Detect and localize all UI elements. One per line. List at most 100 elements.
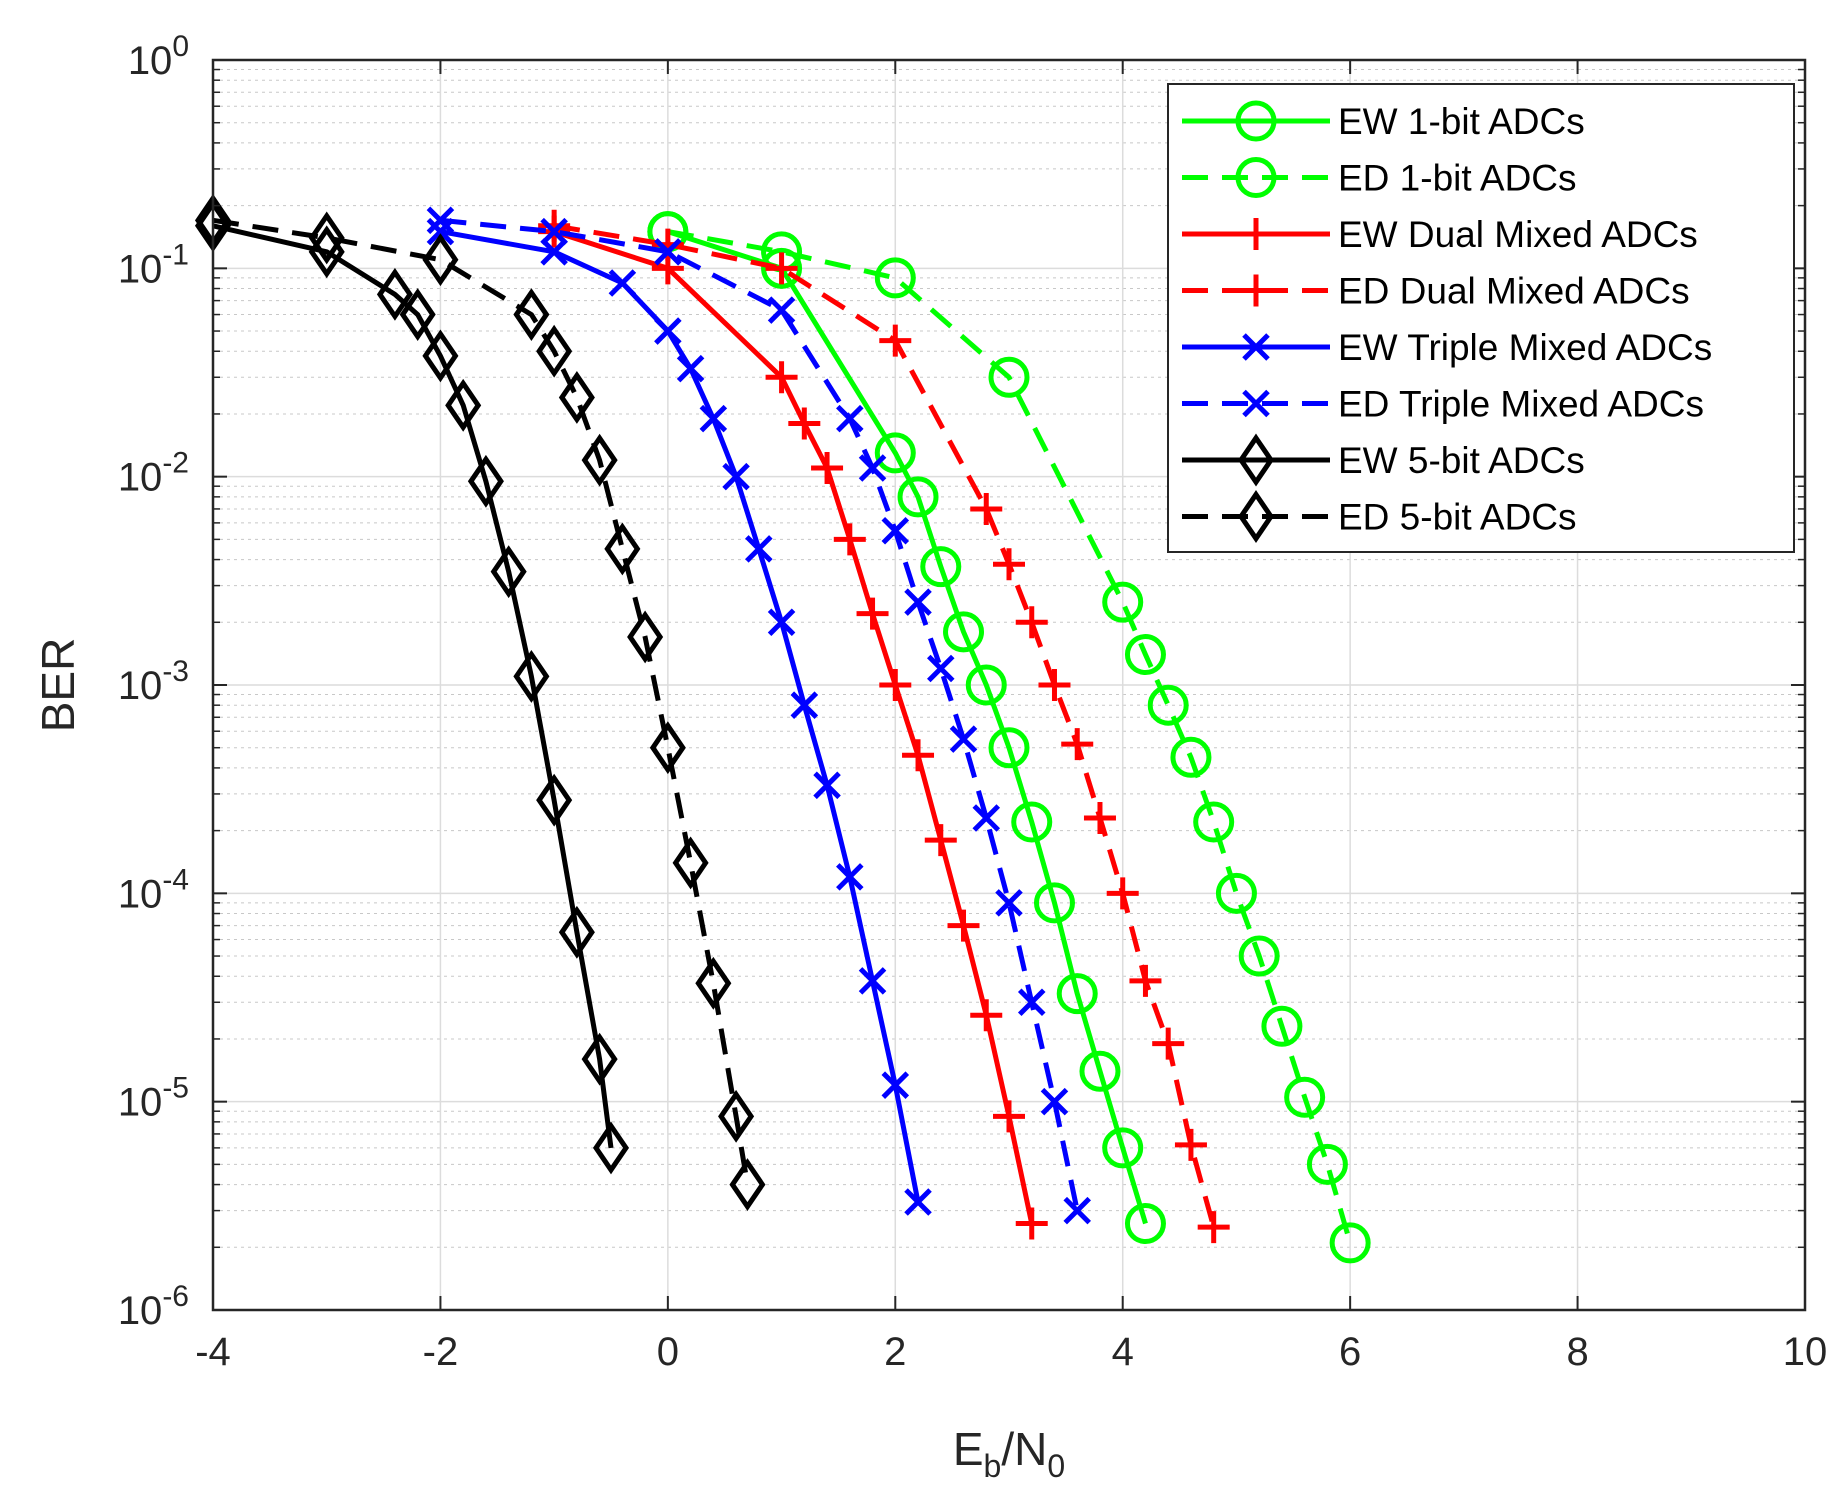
data-point-ed-dual-mixed-adcs [1152, 1027, 1185, 1060]
data-point-ew-1-bit-adcs [1102, 1127, 1144, 1169]
legend-label: EW Dual Mixed ADCs [1338, 214, 1698, 255]
data-point-ed-1-bit-adcs [1329, 1222, 1371, 1264]
data-point-ew-1-bit-adcs [943, 611, 985, 653]
data-point-ew-5-bit-adcs [513, 649, 550, 703]
data-point-ew-triple-mixed-adcs [676, 354, 705, 383]
x-axis-title-main: E [953, 1423, 984, 1475]
data-point-ed-dual-mixed-adcs [879, 324, 912, 357]
legend-swatch-marker [1240, 274, 1272, 307]
legend-entry-ew-1-bit-adcs: EW 1-bit ADCs [1182, 100, 1585, 142]
x-tick-label: 10 [1783, 1330, 1828, 1374]
legend-entry-ed-triple-mixed-adcs: ED Triple Mixed ADCs [1182, 384, 1704, 425]
legend-swatch-marker [1235, 157, 1277, 198]
legend-swatch-marker [1235, 100, 1277, 142]
data-point-ed-triple-mixed-adcs [858, 454, 887, 482]
data-point-ed-triple-mixed-adcs [972, 804, 1001, 832]
data-point-ew-dual-mixed-adcs [765, 361, 798, 394]
data-point-ew-1-bit-adcs [761, 247, 803, 289]
data-point-ed-5-bit-adcs [627, 610, 664, 664]
data-point-ew-1-bit-adcs [1056, 973, 1098, 1015]
data-point-ew-1-bit-adcs [920, 546, 962, 588]
data-point-ed-dual-mixed-adcs [765, 252, 798, 285]
legend-label: EW 1-bit ADCs [1338, 101, 1585, 142]
data-point-ed-triple-mixed-adcs [426, 206, 455, 235]
data-point-ed-5-bit-adcs [729, 1158, 766, 1212]
data-point-ed-triple-mixed-adcs [995, 889, 1023, 917]
data-point-ew-5-bit-adcs [592, 1121, 630, 1175]
legend-label: ED 5-bit ADCs [1338, 497, 1577, 538]
data-point-ew-1-bit-adcs [1011, 801, 1053, 843]
series-line-ew-dual-mixed-adcs [553, 229, 1035, 1225]
data-point-ed-triple-mixed-adcs [904, 588, 932, 616]
x-axis-title-mid: /N [1001, 1423, 1047, 1475]
y-tick-label: 10-2 [118, 447, 189, 500]
x-tick-label: 4 [1112, 1330, 1134, 1374]
data-point-ew-dual-mixed-adcs [993, 1100, 1025, 1133]
y-tick-base: 10 [118, 1289, 163, 1333]
data-point-ed-5-bit-adcs [604, 522, 641, 576]
data-point-ew-5-bit-adcs [445, 378, 482, 432]
legend-swatch-marker [1237, 490, 1275, 543]
data-point-ew-dual-mixed-adcs [1015, 1207, 1048, 1240]
data-point-ed-1-bit-adcs [1193, 801, 1235, 843]
x-axis-title-sub-0: 0 [1047, 1448, 1065, 1484]
data-point-ew-1-bit-adcs [897, 476, 939, 518]
data-point-ed-1-bit-adcs [988, 356, 1030, 398]
data-point-ed-5-bit-adcs [558, 371, 595, 424]
y-tick-label: 10-5 [118, 1072, 189, 1125]
y-tick-base: 10 [128, 39, 173, 83]
series-line-ew-5-bit-adcs [212, 223, 614, 1149]
data-point-ew-dual-mixed-adcs [856, 597, 889, 630]
x-tick-label: 2 [884, 1330, 906, 1374]
data-point-ed-triple-mixed-adcs [1063, 1196, 1091, 1225]
data-point-ew-5-bit-adcs [399, 288, 436, 341]
data-point-ew-triple-mixed-adcs [836, 863, 864, 891]
legend-label: ED Dual Mixed ADCs [1338, 271, 1690, 312]
data-point-ed-triple-mixed-adcs [836, 404, 864, 433]
y-tick-exponent: 0 [172, 30, 189, 63]
legend-entry-ed-1-bit-adcs: ED 1-bit ADCs [1182, 157, 1577, 199]
series-line-ed-1-bit-adcs [667, 229, 1353, 1244]
data-point-ed-5-bit-adcs [536, 324, 573, 378]
data-point-ew-1-bit-adcs [1033, 882, 1075, 924]
data-point-ew-dual-mixed-adcs [879, 669, 912, 701]
data-point-ew-dual-mixed-adcs [970, 999, 1003, 1032]
data-point-ed-1-bit-adcs [1284, 1076, 1326, 1118]
legend: EW 1-bit ADCs ED 1-bit ADCs EW Dual Mixed … [1167, 83, 1795, 553]
data-point-ew-triple-mixed-adcs [767, 608, 796, 637]
x-tick-label: 8 [1566, 1330, 1588, 1374]
data-point-ed-dual-mixed-adcs [1129, 964, 1162, 997]
legend-label: ED Triple Mixed ADCs [1338, 384, 1704, 425]
data-point-ed-dual-mixed-adcs [1015, 606, 1048, 639]
data-point-ed-dual-mixed-adcs [1106, 877, 1139, 910]
data-point-ed-5-bit-adcs [513, 288, 550, 341]
data-point-ed-1-bit-adcs [1102, 581, 1144, 623]
x-tick-label: -4 [195, 1330, 231, 1374]
y-tick-exponent: -2 [162, 447, 189, 480]
data-point-ed-1-bit-adcs [874, 257, 916, 299]
y-tick-base: 10 [118, 456, 163, 500]
data-point-ew-triple-mixed-adcs [745, 535, 773, 563]
data-point-ed-triple-mixed-adcs [881, 516, 910, 545]
y-tick-base: 10 [118, 872, 163, 916]
y-tick-exponent: -6 [162, 1280, 189, 1313]
ticks [212, 59, 1806, 1311]
y-tick-base: 10 [118, 247, 163, 291]
series-ed-5-bit-adcs [194, 193, 766, 1212]
data-point-ew-5-bit-adcs [490, 545, 527, 599]
data-point-ew-triple-mixed-adcs [540, 238, 568, 266]
data-point-ew-triple-mixed-adcs [699, 404, 728, 433]
data-point-ed-dual-mixed-adcs [1038, 669, 1071, 701]
y-tick-exponent: -1 [162, 238, 189, 271]
data-point-ew-triple-mixed-adcs [608, 269, 637, 297]
data-point-ed-dual-mixed-adcs [970, 492, 1003, 525]
data-point-ew-triple-mixed-adcs [858, 967, 887, 995]
data-point-ed-1-bit-adcs [1215, 872, 1257, 914]
series-line-ew-1-bit-adcs [667, 229, 1148, 1225]
x-axis-title: Eb/N0 [953, 1423, 1065, 1484]
series-layer [194, 193, 1371, 1264]
data-point-ed-dual-mixed-adcs [993, 548, 1025, 581]
y-tick-label: 10-3 [118, 655, 189, 708]
data-point-ew-5-bit-adcs [376, 267, 413, 321]
